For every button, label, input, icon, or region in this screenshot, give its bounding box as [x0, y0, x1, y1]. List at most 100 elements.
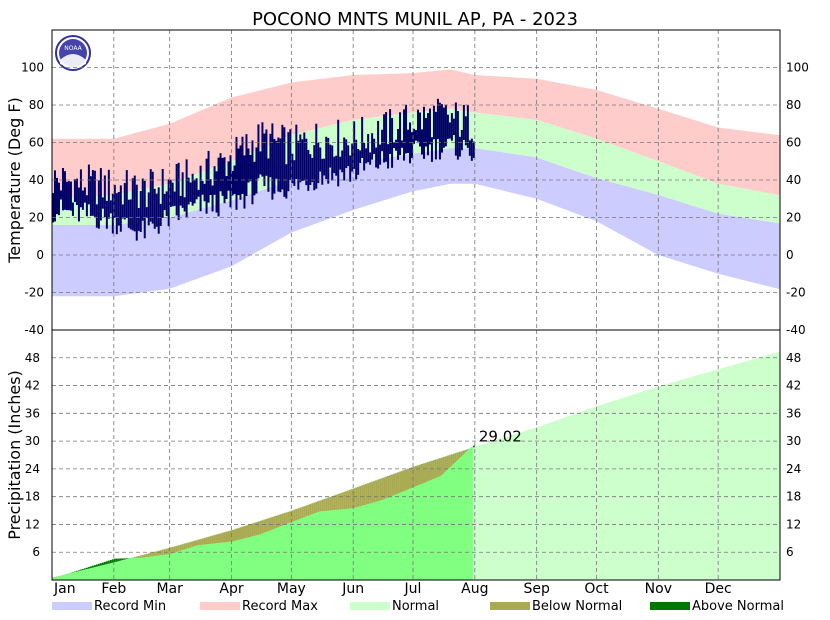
below-normal-bar — [458, 451, 461, 459]
observed-temp-bar — [105, 200, 108, 229]
observed-temp-bar — [107, 169, 110, 219]
below-normal-bar — [141, 555, 144, 558]
below-normal-bar — [389, 475, 392, 498]
observed-temp-bar — [263, 133, 266, 187]
observed-temp-bar — [77, 187, 80, 222]
below-normal-bar — [349, 489, 352, 509]
below-normal-bar — [448, 455, 451, 469]
observed-temp-bar — [331, 145, 334, 181]
observed-temp-bar — [279, 138, 282, 193]
below-normal-bar — [229, 530, 232, 542]
observed-temp-bar — [209, 179, 212, 196]
observed-temp-bar — [413, 128, 416, 144]
below-normal-bar — [456, 452, 459, 461]
below-normal-bar — [403, 470, 406, 492]
month-label: Aug — [461, 581, 488, 597]
below-normal-bar — [52, 577, 54, 579]
below-normal-bar — [327, 497, 330, 511]
below-normal-bar — [287, 511, 290, 524]
below-normal-bar — [275, 515, 278, 529]
below-normal-bar — [367, 483, 370, 505]
above-normal-bar — [125, 558, 128, 560]
below-normal-bar — [339, 493, 342, 510]
below-normal-bar — [293, 509, 296, 522]
observed-temp-bar — [275, 140, 278, 179]
below-normal-bar — [407, 468, 410, 490]
below-normal-bar — [255, 522, 258, 536]
observed-temp-bar — [317, 142, 320, 184]
above-normal-bar — [83, 568, 86, 570]
below-normal-bar — [424, 462, 427, 483]
observed-temp-bar — [223, 157, 226, 204]
below-normal-bar — [223, 532, 226, 543]
observed-temp-bar — [141, 178, 144, 221]
precip-tick-label-right: 18 — [786, 490, 801, 504]
observed-temp-bar — [367, 134, 370, 163]
precip-tick-label-left: 48 — [25, 351, 40, 365]
legend-swatch — [52, 602, 92, 610]
observed-temp-bar — [411, 132, 414, 159]
below-normal-bar — [307, 504, 310, 517]
observed-temp-bar — [399, 112, 402, 156]
below-normal-bar — [257, 521, 260, 536]
below-normal-bar — [271, 517, 274, 530]
observed-temp-bar — [87, 164, 90, 205]
below-normal-bar — [415, 465, 417, 487]
below-normal-bar — [165, 548, 168, 555]
temp-tick-label-left: 100 — [21, 61, 44, 75]
observed-temp-bar — [215, 171, 218, 213]
below-normal-bar — [215, 534, 218, 544]
below-normal-bar — [169, 547, 172, 555]
below-normal-bar — [243, 526, 246, 539]
observed-temp-bar — [155, 193, 158, 227]
above-normal-bar — [117, 558, 120, 562]
observed-temp-bar — [235, 136, 238, 210]
observed-temp-bar — [454, 102, 457, 156]
noaa-logo: NOAA — [55, 35, 91, 71]
above-normal-bar — [105, 561, 108, 565]
observed-temp-bar — [189, 182, 192, 202]
observed-temp-bar — [307, 149, 310, 191]
observed-temp-bar — [97, 180, 100, 229]
observed-temp-bar — [93, 170, 96, 217]
observed-temp-bar — [163, 193, 166, 211]
observed-temp-bar — [227, 161, 230, 191]
below-normal-bar — [428, 461, 431, 481]
observed-temp-bar — [389, 109, 392, 154]
below-normal-bar — [397, 472, 400, 494]
below-normal-bar — [285, 512, 288, 525]
observed-temp-bar — [229, 155, 232, 208]
observed-temp-bar — [305, 138, 308, 186]
below-normal-bar — [361, 485, 364, 506]
below-normal-bar — [131, 557, 134, 559]
observed-temp-bar — [335, 155, 338, 176]
observed-temp-bar — [319, 147, 322, 172]
temperature-panel: -40 -40 -20 -20 0 0 20 20 40 40 60 60 80 80 100 100 Temp… — [5, 29, 809, 337]
below-normal-bar — [227, 531, 230, 543]
observed-temp-bar — [71, 202, 74, 216]
series-observed — [52, 98, 475, 241]
observed-temp-bar — [75, 178, 78, 206]
observed-temp-bar — [59, 190, 62, 200]
observed-temp-bar — [115, 193, 118, 235]
observed-temp-bar — [470, 138, 473, 161]
observed-temp-bar — [167, 179, 170, 227]
observed-temp-bar — [143, 180, 146, 239]
observed-temp-bar — [434, 111, 437, 160]
month-label: Dec — [705, 581, 732, 597]
observed-temp-bar — [349, 155, 352, 182]
below-normal-bar — [283, 513, 286, 526]
below-normal-bar — [197, 539, 200, 546]
temp-tick-label-left: 60 — [29, 136, 44, 150]
observed-temp-bar — [221, 157, 224, 196]
observed-temp-bar — [273, 138, 276, 194]
below-normal-bar — [337, 494, 340, 510]
observed-temp-bar — [448, 122, 451, 139]
observed-temp-bar — [339, 156, 342, 170]
observed-temp-bar — [343, 137, 346, 181]
observed-temp-bar — [450, 113, 453, 141]
observed-temp-bar — [253, 161, 256, 196]
observed-temp-bar — [361, 116, 364, 158]
below-normal-bar — [299, 507, 302, 520]
observed-temp-bar — [91, 169, 94, 216]
